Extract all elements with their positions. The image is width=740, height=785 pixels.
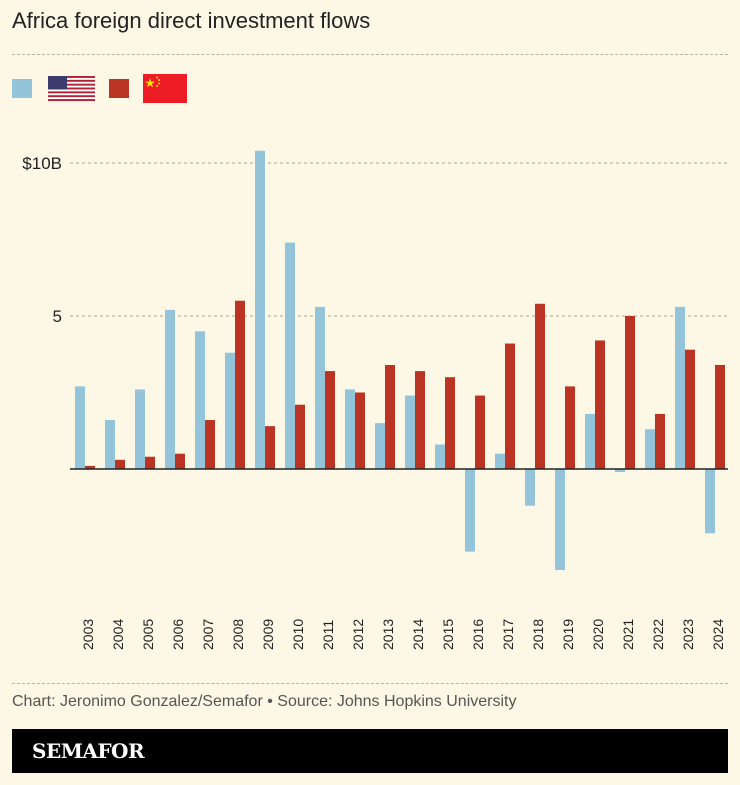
bar-china-2024 [715,364,725,469]
bar-us-2016 [465,469,475,552]
bar-china-2013 [385,364,395,469]
bar-china-2022 [655,413,665,469]
bar-china-2009 [265,426,275,469]
bar-china-2014 [415,371,425,469]
bar-china-2021 [625,316,635,469]
x-tick-label: 2005 [140,619,156,650]
bar-us-2014 [405,395,415,469]
bar-china-2015 [445,377,455,469]
source-credit: Chart: Jeronimo Gonzalez/Semafor • Sourc… [12,693,517,710]
bar-us-2007 [195,331,205,469]
bar-us-2020 [585,413,595,469]
bar-china-2016 [475,395,485,469]
x-tick-label: 2004 [110,619,126,650]
bar-us-2024 [705,469,715,534]
bar-us-2023 [675,306,685,469]
bar-us-2017 [495,453,505,469]
x-tick-label: 2010 [290,619,306,650]
bar-china-2004 [115,459,125,469]
x-tick-label: 2017 [500,619,516,650]
x-tick-label: 2020 [590,619,606,650]
bar-china-2008 [235,300,245,469]
bar-us-2008 [225,352,235,469]
x-tick-label: 2014 [410,619,426,650]
x-tick-label: 2007 [200,619,216,650]
x-tick-label: 2008 [230,619,246,650]
x-tick-label: 2024 [710,619,726,650]
x-tick-label: 2021 [620,619,636,650]
bar-us-2015 [435,444,445,469]
divider [12,683,728,684]
bar-us-2003 [75,386,85,469]
bar-us-2021 [615,469,625,473]
bar-china-2007 [205,420,215,469]
bar-china-2011 [325,371,335,469]
divider [12,54,728,55]
legend-swatch-us [12,79,32,98]
chart-title: Africa foreign direct investment flows [12,8,371,33]
bar-us-2013 [375,423,385,469]
x-tick-label: 2011 [320,620,336,650]
y-tick-label: 5 [53,307,62,326]
x-tick-label: 2018 [530,619,546,650]
bar-us-2010 [285,242,295,469]
x-tick-label: 2019 [560,619,576,650]
bar-us-2018 [525,469,535,506]
x-tick-label: 2009 [260,619,276,650]
x-tick-label: 2015 [440,619,456,650]
x-tick-label: 2006 [170,619,186,650]
bar-china-2019 [565,386,575,469]
china-flag-icon [143,74,187,103]
x-tick-label: 2022 [650,619,666,650]
y-tick-label: $10B [22,154,62,173]
x-tick-label: 2003 [80,619,96,650]
bar-china-2012 [355,392,365,469]
us-flag-icon [48,76,95,101]
bar-china-2010 [295,404,305,469]
bar-china-2020 [595,340,605,469]
bar-us-2006 [165,309,175,469]
bar-china-2005 [145,456,155,469]
semafor-logo: SEMAFOR [32,739,145,763]
bar-us-2011 [315,306,325,469]
bar-china-2006 [175,453,185,469]
bar-us-2012 [345,389,355,469]
bar-china-2003 [85,465,95,469]
x-tick-label: 2012 [350,619,366,650]
bar-us-2009 [255,150,265,469]
x-tick-label: 2013 [380,619,396,650]
bar-us-2005 [135,389,145,469]
legend-swatch-china [109,79,129,98]
bar-china-2017 [505,343,515,469]
x-tick-label: 2023 [680,619,696,650]
bar-china-2018 [535,303,545,469]
bar-china-2023 [685,349,695,469]
bar-us-2022 [645,429,655,469]
x-tick-label: 2016 [470,619,486,650]
brand-bar: SEMAFOR [12,729,728,773]
bar-us-2004 [105,420,115,469]
bar-us-2019 [555,469,565,570]
bar-chart: $10B 5 2003 2004 2005 2006 2007 2008 2009 2010 201… [22,150,728,650]
